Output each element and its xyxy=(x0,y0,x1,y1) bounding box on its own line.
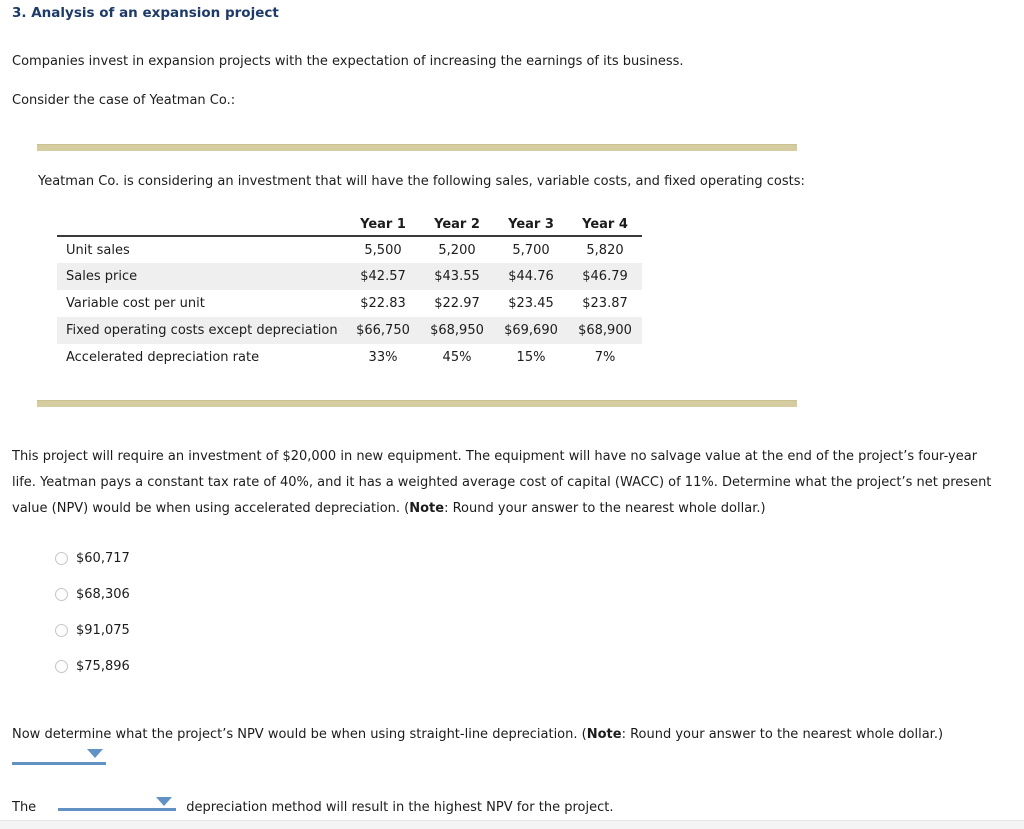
operating-data-table: Year 1 Year 2 Year 3 Year 4 Unit sales 5… xyxy=(57,215,642,371)
cell-value: $69,690 xyxy=(504,323,558,338)
sentence-suffix: depreciation method will result in the h… xyxy=(186,800,614,815)
radio-button-icon[interactable] xyxy=(55,659,68,673)
cell-value: $43.55 xyxy=(434,269,480,284)
option-label: $75,896 xyxy=(76,658,130,674)
row-label-fixed-costs: Fixed operating costs except depreciatio… xyxy=(66,323,338,338)
note-label: Note xyxy=(409,501,445,516)
section-divider-bottom xyxy=(37,400,797,407)
cell-value: $42.57 xyxy=(360,269,406,284)
section-divider-top xyxy=(37,144,797,151)
footer-band xyxy=(0,820,1024,829)
answer-option-3[interactable]: $91,075 xyxy=(55,622,130,638)
table-header-blank xyxy=(57,215,346,237)
question1-note-text: : Round your answer to the nearest whole… xyxy=(444,501,766,516)
cell-value: $46.79 xyxy=(582,269,628,284)
cell-value: 15% xyxy=(516,350,546,365)
answer-option-2[interactable]: $68,306 xyxy=(55,586,130,602)
cell-value: $22.83 xyxy=(360,296,406,311)
option-label: $91,075 xyxy=(76,622,130,638)
question2-body: Now determine what the project’s NPV wou… xyxy=(12,727,587,742)
table-header-row: Year 1 Year 2 Year 3 Year 4 xyxy=(57,215,642,237)
question1-text: This project will require an investment … xyxy=(12,444,992,522)
cell-value: 5,500 xyxy=(364,242,402,258)
cell-value: 5,700 xyxy=(512,242,550,258)
answer-option-4[interactable]: $75,896 xyxy=(55,658,130,674)
table-intro-text: Yeatman Co. is considering an investment… xyxy=(38,174,805,189)
table-row: Sales price $42.57 $43.55 $44.76 $46.79 xyxy=(57,263,642,290)
table-row: Fixed operating costs except depreciatio… xyxy=(57,317,642,344)
cell-value: $23.87 xyxy=(582,296,628,311)
cell-value: $22.97 xyxy=(434,296,480,311)
cell-value: $68,950 xyxy=(430,323,484,338)
intro-paragraph-2: Consider the case of Yeatman Co.: xyxy=(12,93,236,108)
cell-value: 5,200 xyxy=(438,242,476,258)
row-label-depreciation-rate: Accelerated depreciation rate xyxy=(66,350,260,365)
radio-button-icon[interactable] xyxy=(55,587,68,601)
page-title: 3. Analysis of an expansion project xyxy=(12,5,279,21)
question2-note-text: : Round your answer to the nearest whole… xyxy=(621,727,944,742)
npv-straightline-dropdown[interactable] xyxy=(12,749,106,765)
question1-body: This project will require an investment … xyxy=(12,449,992,516)
conclusion-sentence: The depreciation method will result in th… xyxy=(12,797,613,815)
cell-value: 5,820 xyxy=(586,242,624,258)
table-header-year3: Year 3 xyxy=(494,215,568,237)
option-label: $68,306 xyxy=(76,586,130,602)
question2-text: Now determine what the project’s NPV wou… xyxy=(12,722,943,748)
table-row: Unit sales 5,500 5,200 5,700 5,820 xyxy=(57,236,642,263)
cell-value: 7% xyxy=(594,350,616,365)
cell-value: $68,900 xyxy=(578,323,632,338)
intro-paragraph-1: Companies invest in expansion projects w… xyxy=(12,54,684,69)
chevron-down-icon[interactable] xyxy=(156,797,173,806)
cell-value: 33% xyxy=(368,350,398,365)
table-header-year1: Year 1 xyxy=(346,215,420,237)
table-row: Variable cost per unit $22.83 $22.97 $23… xyxy=(57,290,642,317)
sentence-prefix: The xyxy=(12,800,37,815)
cell-value: 45% xyxy=(442,350,472,365)
answer-options: $60,717 $68,306 $91,075 $75,896 xyxy=(55,551,130,695)
option-label: $60,717 xyxy=(76,550,130,566)
radio-button-icon[interactable] xyxy=(55,623,68,637)
table-row: Accelerated depreciation rate 33% 45% 15… xyxy=(57,344,642,371)
table-header-year2: Year 2 xyxy=(420,215,494,237)
row-label-sales-price: Sales price xyxy=(66,269,138,284)
chevron-down-icon[interactable] xyxy=(87,749,103,758)
cell-value: $44.76 xyxy=(508,269,554,284)
radio-button-icon[interactable] xyxy=(55,551,68,565)
depreciation-method-dropdown[interactable] xyxy=(58,797,177,811)
cell-value: $23.45 xyxy=(508,296,554,311)
row-label-unit-sales: Unit sales xyxy=(66,242,130,258)
row-label-variable-cost: Variable cost per unit xyxy=(66,296,205,311)
table-header-year4: Year 4 xyxy=(568,215,642,237)
note-label: Note xyxy=(586,727,622,742)
answer-option-1[interactable]: $60,717 xyxy=(55,550,130,566)
cell-value: $66,750 xyxy=(356,323,410,338)
